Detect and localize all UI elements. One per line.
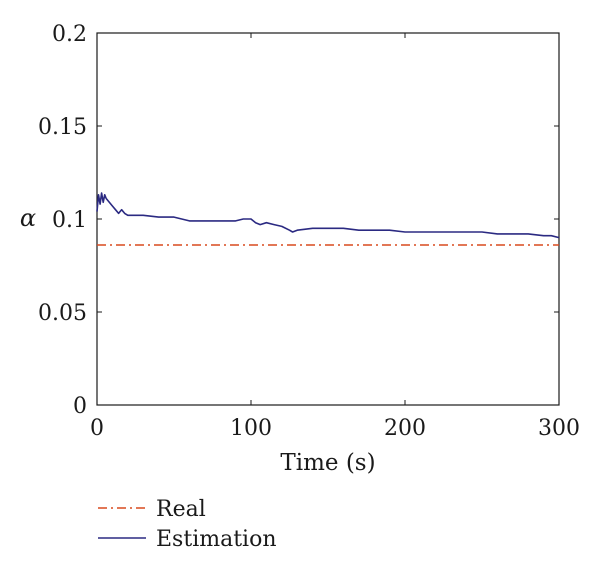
y-tick-label: 0.15 <box>38 115 87 140</box>
axis-ticks <box>96 32 560 406</box>
x-tick-label: 300 <box>538 416 580 441</box>
x-tick-label: 200 <box>384 416 426 441</box>
y-tick-label: 0.1 <box>52 208 87 233</box>
y-tick-label: 0.05 <box>38 301 87 326</box>
y-tick-label: 0.2 <box>52 22 87 47</box>
y-tick-label: 0 <box>73 394 87 419</box>
legend-label-real: Real <box>156 497 206 522</box>
legend-label-estimation: Estimation <box>156 527 277 552</box>
y-axis-title: α <box>20 204 36 232</box>
x-axis-title: Time (s) <box>280 450 375 476</box>
tick-labels: 0 0.05 0.1 0.15 0.2 0 100 200 300 <box>38 22 580 441</box>
series-line-estimation <box>96 192 560 239</box>
legend: Real Estimation <box>98 497 277 552</box>
plot-area <box>96 32 560 406</box>
x-tick-label: 100 <box>230 416 272 441</box>
series-layer <box>96 192 560 246</box>
x-tick-label: 0 <box>90 416 104 441</box>
